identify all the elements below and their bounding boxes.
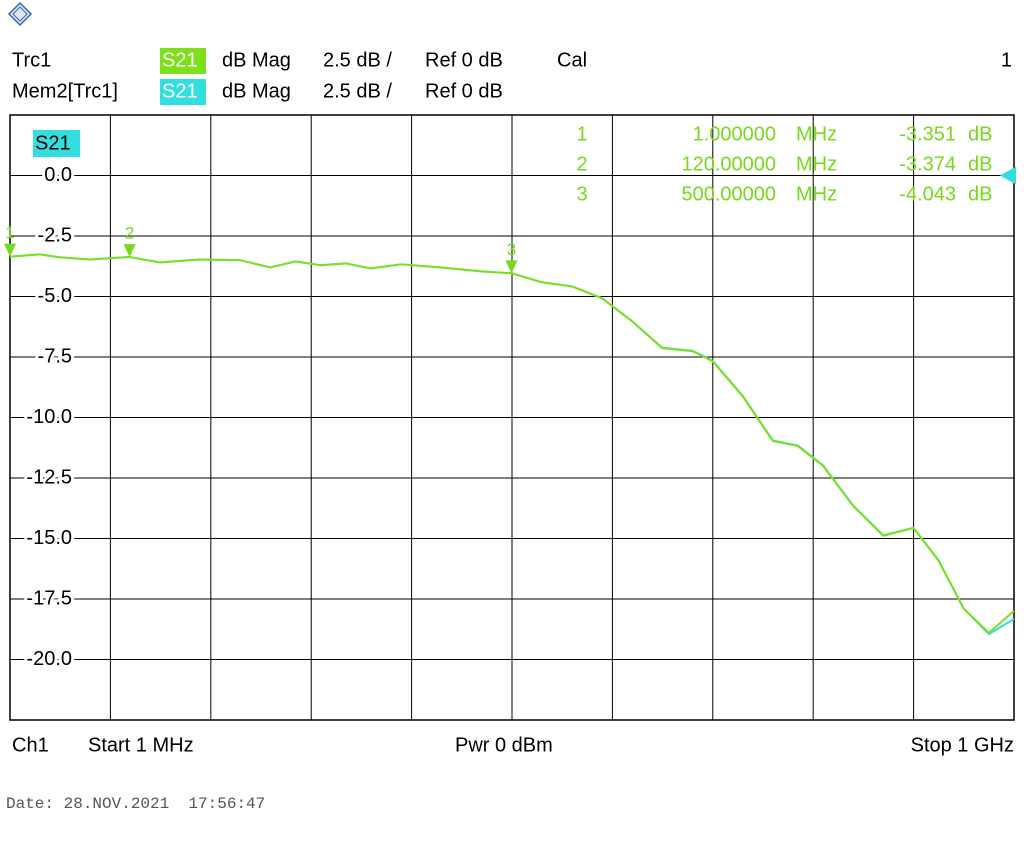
trace-format: dB Mag xyxy=(222,80,291,102)
channel: Ch1 xyxy=(12,734,49,756)
marker-frequency-unit: MHz xyxy=(796,153,837,175)
date: Date: 28.NOV.2021 17:56:47 xyxy=(6,795,265,813)
marker xyxy=(505,260,518,274)
grid xyxy=(10,115,1014,720)
marker-label: 1 xyxy=(5,223,14,242)
trace-param: S21 xyxy=(162,80,198,102)
marker-value: -4.043 xyxy=(899,183,956,205)
trace-label: S21 xyxy=(35,132,71,154)
trace-ref: Ref 0 dB xyxy=(425,80,503,102)
trace-format: dB Mag xyxy=(222,49,291,71)
start: Start 1 MHz xyxy=(88,734,194,756)
marker-frequency: 500.00000 xyxy=(681,183,776,205)
marker-label: 3 xyxy=(507,240,516,259)
power: Pwr 0 dBm xyxy=(455,734,553,756)
stop: Stop 1 GHz xyxy=(911,734,1014,756)
trace-status: Cal xyxy=(557,49,587,71)
y-tick-label: 0.0 xyxy=(44,164,72,186)
trace-name: Trc1 xyxy=(12,49,51,71)
trace-ref: Ref 0 dB xyxy=(425,49,503,71)
marker-frequency-unit: MHz xyxy=(796,123,837,145)
param-box xyxy=(160,48,206,74)
ref-arrow xyxy=(1000,166,1016,185)
trace-param: S21 xyxy=(162,49,198,71)
plot-frame xyxy=(9,114,1015,721)
marker-frequency: 120.00000 xyxy=(681,153,776,175)
y-tick-label: -20.0 xyxy=(26,648,72,670)
y-tick-label: -5.0 xyxy=(38,285,72,307)
trace-scale: 2.5 dB / xyxy=(323,49,392,71)
marker-value-unit: dB xyxy=(968,123,992,145)
marker xyxy=(4,243,16,257)
marker-value: -3.351 xyxy=(899,123,956,145)
marker-number: 1 xyxy=(576,123,587,145)
y-tick-label: -7.5 xyxy=(38,345,72,367)
trace-name: Mem2[Trc1] xyxy=(12,80,118,102)
marker-value-unit: dB xyxy=(968,183,992,205)
marker-number: 2 xyxy=(576,153,587,175)
logo xyxy=(7,1,33,27)
marker-value-unit: dB xyxy=(968,153,992,175)
trace-scale: 2.5 dB / xyxy=(323,80,392,102)
y-tick-label: -15.0 xyxy=(26,527,72,549)
marker xyxy=(123,244,136,258)
marker-frequency: 1.000000 xyxy=(693,123,776,145)
marker-value: -3.374 xyxy=(899,153,956,175)
window-number: 1 xyxy=(1001,49,1012,71)
trace xyxy=(9,253,1015,634)
marker-frequency-unit: MHz xyxy=(796,183,837,205)
marker-number: 3 xyxy=(576,183,587,205)
y-tick-label: -12.5 xyxy=(26,466,72,488)
marker-label: 2 xyxy=(125,224,134,243)
y-tick-label: -10.0 xyxy=(26,406,72,428)
y-tick-label: -17.5 xyxy=(26,587,72,609)
trace-label-box xyxy=(33,130,80,157)
y-tick-label: -2.5 xyxy=(38,224,72,246)
param-box xyxy=(160,79,206,105)
